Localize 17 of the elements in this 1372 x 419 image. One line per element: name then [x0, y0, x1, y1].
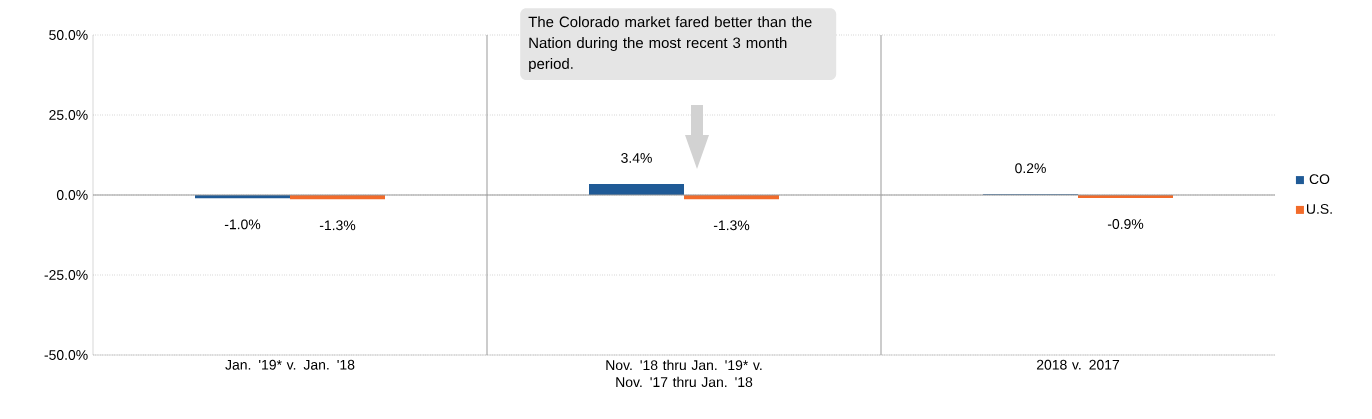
data-label: 0.2%	[1015, 163, 1046, 174]
y-tick-label: 25.0%	[49, 110, 88, 120]
legend-label: CO	[1309, 174, 1330, 185]
data-label: -1.0%	[224, 219, 261, 230]
y-tick-label: -25.0%	[44, 270, 88, 280]
y-tick-label: -50.0%	[44, 350, 88, 360]
data-label: -0.9%	[1107, 219, 1144, 229]
x-tick-label: 2018 v. 2017	[1036, 359, 1120, 370]
data-label: 3.4%	[621, 153, 652, 163]
x-tick-label: Nov. '18 thru Jan. '19* v. Nov. '17 thru Jan. '18	[606, 359, 762, 388]
x-tick-label: Jan. '19* v. Jan. '18	[225, 359, 355, 370]
data-label: -1.3%	[713, 220, 750, 231]
annotation: The Colorado market fared better than the Nation during the most recent 3 month period.	[528, 16, 812, 72]
legend-label: U.S.	[1307, 203, 1332, 214]
y-tick-label: 0.0%	[56, 190, 88, 200]
y-tick-label: 50.0%	[49, 30, 88, 40]
data-label: -1.3%	[319, 220, 356, 231]
